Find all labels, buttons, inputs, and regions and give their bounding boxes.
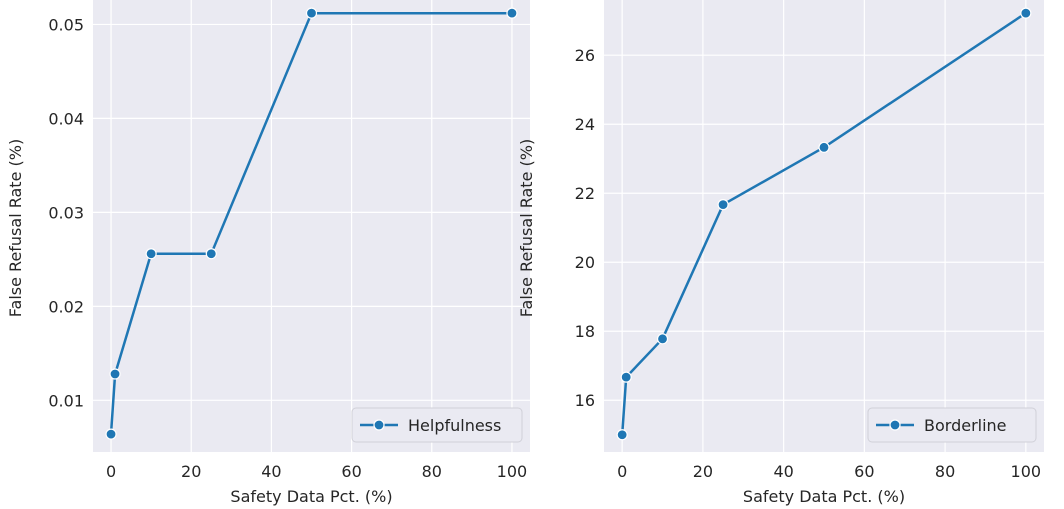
x-axis-label: Safety Data Pct. (%) <box>743 487 905 506</box>
y-axis-label: False Refusal Rate (%) <box>6 139 25 317</box>
x-tick-label: 20 <box>693 462 713 481</box>
plot-background <box>604 0 1044 452</box>
data-point <box>109 368 121 380</box>
data-point <box>145 248 157 260</box>
series-line <box>109 11 512 435</box>
y-tick-label: 18 <box>575 322 595 341</box>
data-point <box>205 248 217 260</box>
y-tick-label: 0.03 <box>48 203 84 222</box>
legend-frame <box>867 407 1037 443</box>
data-point <box>105 428 117 440</box>
legend-label: Helpfulness <box>408 416 501 435</box>
x-tick-label: 80 <box>422 462 442 481</box>
chart-panel-1: 0 20 40 60 80 100 0.01 0.02 0.03 0.04 0.05 Safety D… <box>6 0 530 506</box>
x-tick-label: 100 <box>1011 462 1042 481</box>
y-axis-label: False Refusal Rate (%) <box>517 139 536 317</box>
x-tick-label: 40 <box>261 462 281 481</box>
x-tick-label: 0 <box>617 462 627 481</box>
y-tick-label: 0.05 <box>48 15 84 34</box>
x-tick-label: 0 <box>106 462 116 481</box>
data-point <box>656 333 669 345</box>
x-tick-label: 60 <box>341 462 361 481</box>
data-point <box>620 371 632 383</box>
data-point <box>1020 7 1032 19</box>
x-axis-label: Safety Data Pct. (%) <box>230 487 392 506</box>
data-point <box>616 429 628 441</box>
chart-panel-2: 0 20 40 60 80 100 16 18 20 22 24 26 Safety Data Pct.… <box>517 0 1044 506</box>
x-tick-label: 80 <box>935 462 955 481</box>
y-tick-label: 26 <box>575 46 595 65</box>
y-tick-label: 0.04 <box>48 109 84 128</box>
x-tick-label: 60 <box>854 462 874 481</box>
legend: Helpfulness <box>351 407 523 443</box>
legend-label: Borderline <box>924 416 1007 435</box>
data-point <box>506 7 518 19</box>
legend: Borderline <box>867 407 1037 443</box>
data-point <box>305 7 318 19</box>
data-point <box>717 199 729 211</box>
legend-frame <box>351 407 523 443</box>
legend-marker-swatch <box>889 419 901 431</box>
data-point <box>818 141 830 153</box>
x-tick-label: 20 <box>181 462 201 481</box>
x-tick-label: 40 <box>773 462 793 481</box>
y-tick-label: 16 <box>575 391 595 410</box>
y-tick-label: 24 <box>575 115 595 134</box>
legend-marker-swatch <box>373 419 385 431</box>
y-tick-label: 0.01 <box>48 391 84 410</box>
plot-background <box>93 0 530 452</box>
y-tick-label: 20 <box>575 253 595 272</box>
y-tick-label: 22 <box>575 184 595 203</box>
x-tick-label: 100 <box>497 462 528 481</box>
y-tick-label: 0.02 <box>48 297 84 316</box>
series-line <box>620 12 1027 435</box>
